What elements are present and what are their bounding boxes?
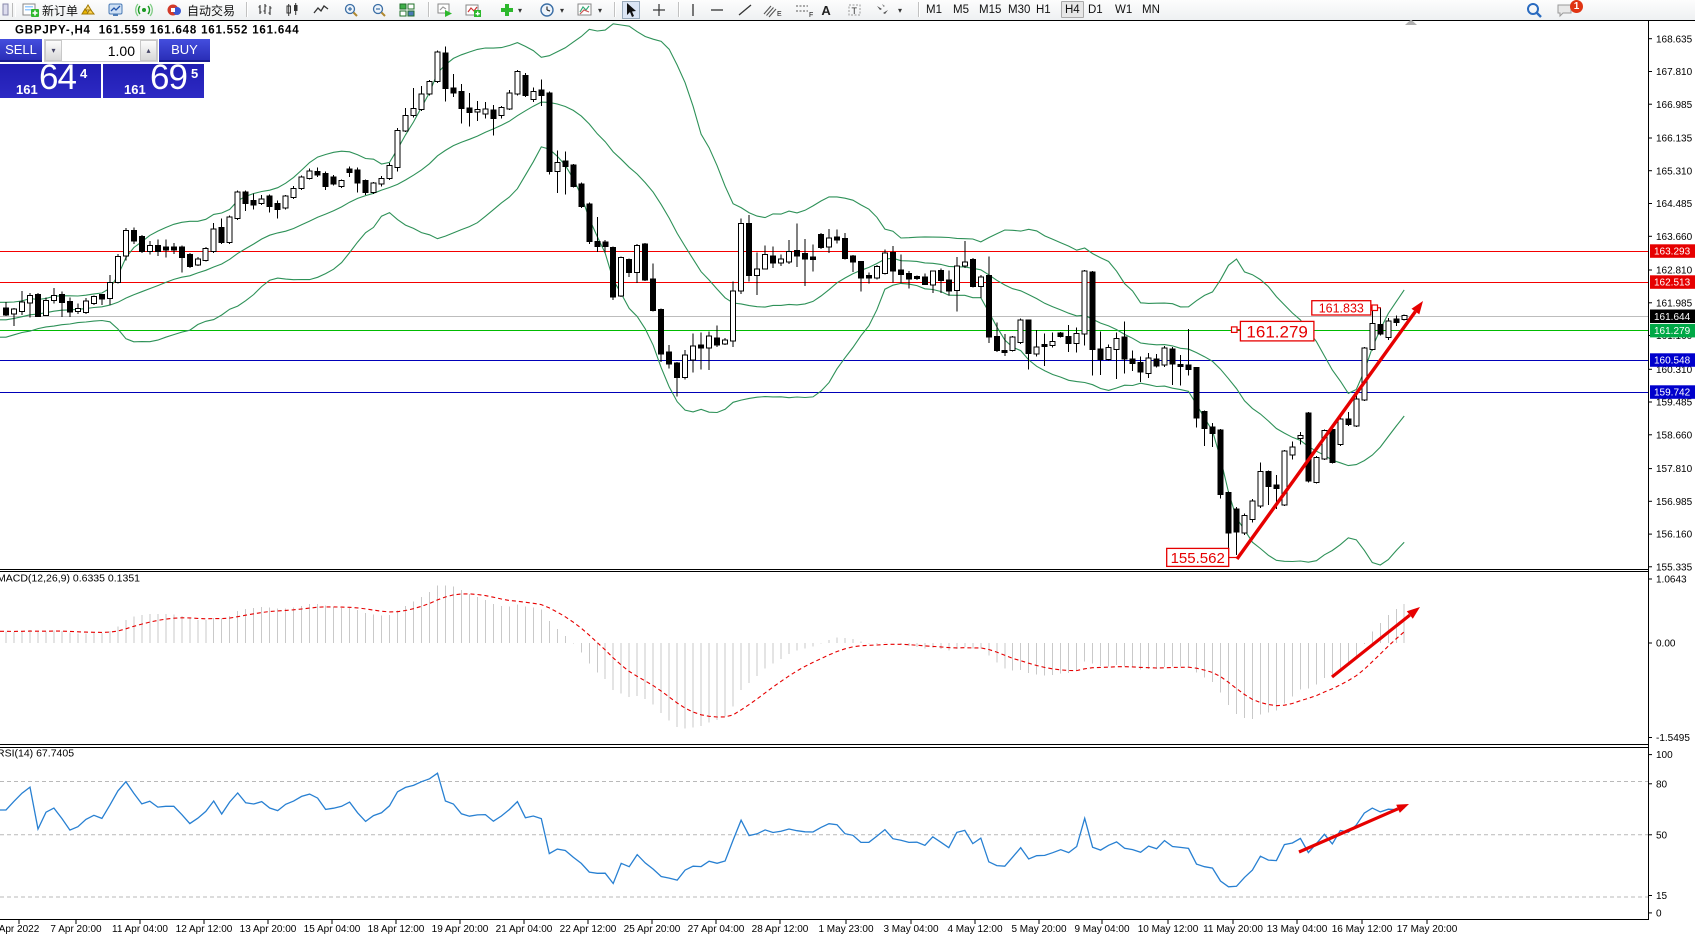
svg-text:161.833: 161.833: [1319, 301, 1364, 315]
svg-text:28 Apr 12:00: 28 Apr 12:00: [752, 924, 809, 935]
svg-text:RSI(14) 67.7405: RSI(14) 67.7405: [0, 748, 74, 760]
svg-text:155.335: 155.335: [1656, 562, 1693, 573]
svg-text:156.160: 156.160: [1656, 530, 1693, 541]
svg-text:161.279: 161.279: [1246, 322, 1307, 341]
svg-text:160.548: 160.548: [1654, 356, 1691, 367]
svg-text:164.485: 164.485: [1656, 199, 1693, 210]
svg-text:0: 0: [1656, 909, 1662, 920]
svg-text:165.310: 165.310: [1656, 166, 1693, 177]
svg-text:16 May 12:00: 16 May 12:00: [1332, 924, 1393, 935]
svg-text:0.00: 0.00: [1656, 639, 1676, 650]
svg-text:4 May 12:00: 4 May 12:00: [947, 924, 1002, 935]
svg-text:1 May 23:00: 1 May 23:00: [818, 924, 873, 935]
svg-text:13 May 04:00: 13 May 04:00: [1267, 924, 1328, 935]
svg-text:11 Apr 04:00: 11 Apr 04:00: [112, 924, 168, 935]
svg-text:25 Apr 20:00: 25 Apr 20:00: [624, 924, 681, 935]
svg-text:159.485: 159.485: [1656, 398, 1693, 409]
svg-text:E: E: [777, 11, 782, 18]
svg-text:15 Apr 04:00: 15 Apr 04:00: [304, 924, 361, 935]
svg-text:-1.5495: -1.5495: [1656, 733, 1690, 744]
svg-text:11 May 20:00: 11 May 20:00: [1203, 924, 1263, 935]
svg-text:10 May 12:00: 10 May 12:00: [1138, 924, 1199, 935]
svg-text:159.742: 159.742: [1654, 388, 1691, 399]
svg-text:9 May 04:00: 9 May 04:00: [1074, 924, 1129, 935]
svg-text:162.810: 162.810: [1656, 266, 1693, 277]
svg-text:80: 80: [1656, 779, 1668, 790]
svg-text:5 May 20:00: 5 May 20:00: [1011, 924, 1066, 935]
svg-text:100: 100: [1656, 750, 1673, 761]
svg-text:158.660: 158.660: [1656, 430, 1693, 441]
svg-text:163.293: 163.293: [1654, 247, 1691, 258]
svg-text:160.310: 160.310: [1656, 365, 1693, 376]
svg-text:3 May 04:00: 3 May 04:00: [883, 924, 938, 935]
svg-text:22 Apr 12:00: 22 Apr 12:00: [560, 924, 617, 935]
svg-text:GBPJPY-,H4 161.559 161.648 16: GBPJPY-,H4 161.559 161.648 161.552 161.6…: [15, 25, 299, 37]
svg-text:157.810: 157.810: [1656, 464, 1693, 475]
svg-text:19 Apr 20:00: 19 Apr 20:00: [432, 924, 489, 935]
svg-text:T: T: [852, 6, 858, 16]
svg-text:18 Apr 12:00: 18 Apr 12:00: [368, 924, 425, 935]
svg-text:162.513: 162.513: [1654, 278, 1691, 289]
svg-text:13 Apr 20:00: 13 Apr 20:00: [240, 924, 297, 935]
svg-text:161.644: 161.644: [1654, 312, 1691, 323]
svg-text:161.985: 161.985: [1656, 298, 1693, 309]
svg-text:F: F: [809, 12, 813, 18]
svg-text:12 Apr 12:00: 12 Apr 12:00: [176, 924, 233, 935]
svg-text:156.985: 156.985: [1656, 497, 1693, 508]
svg-text:167.810: 167.810: [1656, 67, 1693, 78]
svg-text:1.0643: 1.0643: [1656, 575, 1687, 586]
svg-text:Apr 2022: Apr 2022: [0, 924, 40, 935]
svg-text:161.279: 161.279: [1654, 326, 1691, 337]
svg-text:15: 15: [1656, 891, 1668, 902]
svg-text:163.660: 163.660: [1656, 232, 1693, 243]
svg-text:7 Apr 20:00: 7 Apr 20:00: [50, 924, 102, 935]
svg-text:168.635: 168.635: [1656, 34, 1693, 45]
svg-text:MACD(12,26,9) 0.6335 0.1351: MACD(12,26,9) 0.6335 0.1351: [0, 573, 140, 585]
svg-text:166.135: 166.135: [1656, 134, 1693, 145]
svg-text:155.562: 155.562: [1171, 550, 1225, 567]
svg-text:50: 50: [1656, 830, 1668, 841]
svg-text:17 May 20:00: 17 May 20:00: [1397, 924, 1458, 935]
svg-text:166.985: 166.985: [1656, 100, 1693, 111]
svg-text:27 Apr 04:00: 27 Apr 04:00: [688, 924, 745, 935]
svg-text:21 Apr 04:00: 21 Apr 04:00: [496, 924, 553, 935]
